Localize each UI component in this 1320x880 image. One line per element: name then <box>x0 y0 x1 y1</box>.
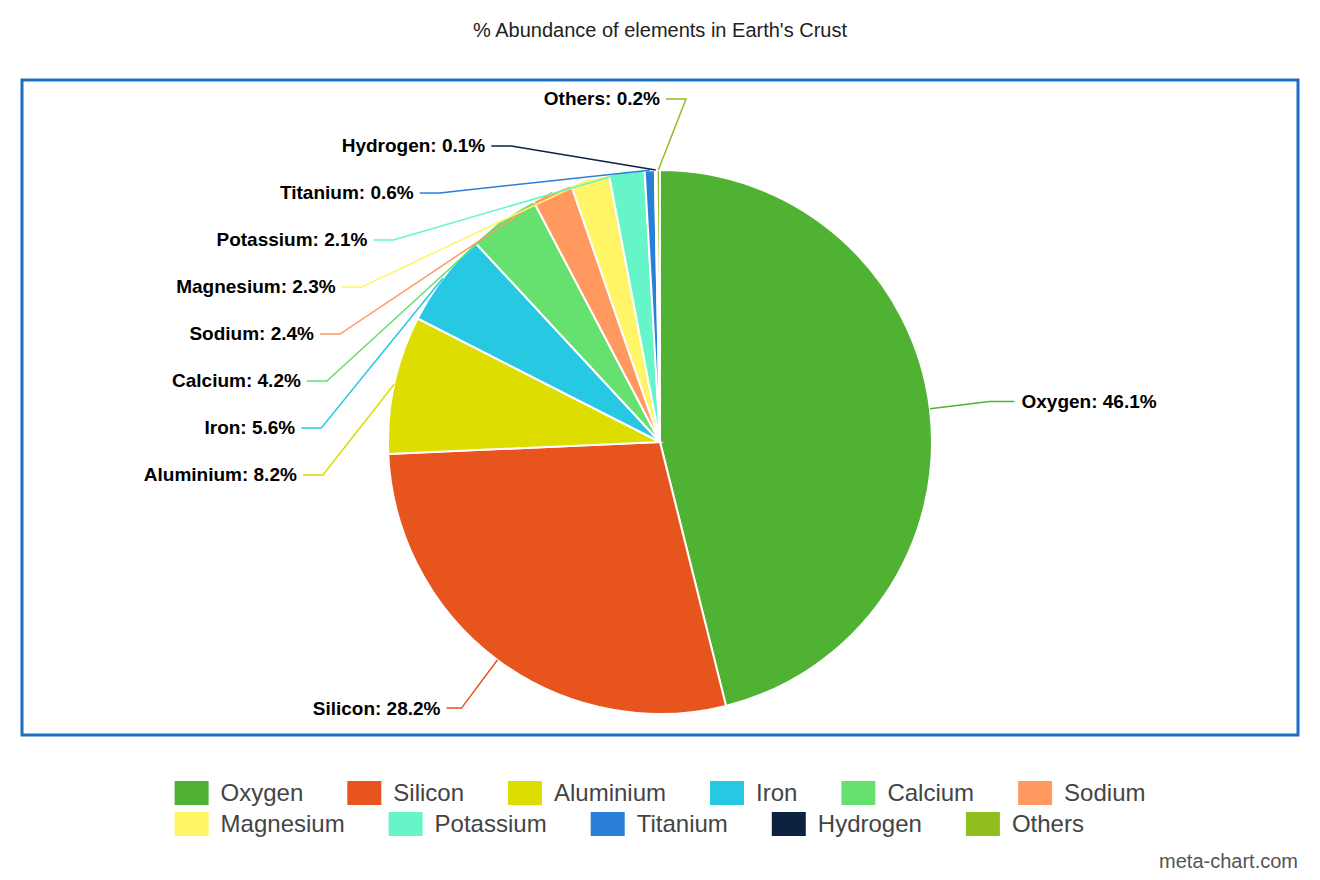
title: % Abundance of elements in Earth's Crust <box>473 19 847 41</box>
legend-swatch <box>841 781 875 805</box>
background <box>0 0 1320 880</box>
legend-label: Titanium <box>637 810 728 837</box>
leader-line <box>930 401 1015 408</box>
legend-swatch <box>508 781 542 805</box>
legend-label: Others <box>1012 810 1084 837</box>
slice <box>655 170 660 442</box>
data-label: Sodium: 2.4% <box>189 323 314 344</box>
plot-frame <box>22 80 1298 735</box>
data-labels: Oxygen: 46.1% Silicon: 28.2% Aluminium: 8.… <box>144 88 1157 719</box>
legend-swatch <box>347 781 381 805</box>
leader-line <box>447 660 498 708</box>
legend-swatch <box>710 781 744 805</box>
legend-label: Iron <box>756 779 797 806</box>
legend-swatch <box>591 812 625 836</box>
data-label: Oxygen: 46.1% <box>1022 391 1157 412</box>
slices <box>388 170 932 714</box>
legend: Oxygen Silicon Aluminium Iron Calcium Sodium M… <box>175 779 1146 837</box>
legend-item: Hydrogen <box>772 810 922 837</box>
leader-line <box>658 99 686 170</box>
legend-item: Aluminium <box>508 779 666 806</box>
legend-label: Sodium <box>1064 779 1145 806</box>
data-label: Calcium: 4.2% <box>172 370 301 391</box>
slice <box>645 170 660 442</box>
data-label: Titanium: 0.6% <box>280 182 414 203</box>
legend-swatch <box>389 812 423 836</box>
data-label: Hydrogen: 0.1% <box>342 135 486 156</box>
annotation: meta-chart.com <box>1159 850 1298 872</box>
leader-line <box>420 170 650 193</box>
page: {"chart_data": { "type": "pie", "title":… <box>0 0 1320 880</box>
slice <box>388 442 726 714</box>
data-label: Aluminium: 8.2% <box>144 464 297 485</box>
legend-item: Sodium <box>1018 779 1145 806</box>
chart: % Abundance of elements in Earth's Crust… <box>0 0 1320 880</box>
legend-item: Iron <box>710 779 797 806</box>
leader-line <box>301 278 443 428</box>
legend-swatch <box>966 812 1000 836</box>
leader-line <box>303 384 394 475</box>
data-label: Silicon: 28.2% <box>313 698 441 719</box>
legend-swatch <box>175 781 209 805</box>
slice <box>657 170 660 442</box>
data-label: Iron: 5.6% <box>204 417 295 438</box>
data-label: Potassium: 2.1% <box>217 229 368 250</box>
legend-item: Titanium <box>591 810 728 837</box>
legend-label: Silicon <box>393 779 464 806</box>
legend-label: Aluminium <box>554 779 666 806</box>
legend-label: Potassium <box>435 810 547 837</box>
legend-item: Calcium <box>841 779 974 806</box>
legend-item: Silicon <box>347 779 464 806</box>
legend-item: Magnesium <box>175 810 345 837</box>
legend-label: Hydrogen <box>818 810 922 837</box>
data-label: Others: 0.2% <box>544 88 660 109</box>
legend-label: Oxygen <box>221 779 304 806</box>
legend-swatch <box>175 812 209 836</box>
legend-item: Others <box>966 810 1084 837</box>
legend-item: Oxygen <box>175 779 304 806</box>
legend-label: Magnesium <box>221 810 345 837</box>
data-label: Magnesium: 2.3% <box>176 276 336 297</box>
slice <box>609 170 660 442</box>
legend-swatch <box>1018 781 1052 805</box>
legend-item: Potassium <box>389 810 547 837</box>
legend-label: Calcium <box>887 779 974 806</box>
legend-swatch <box>772 812 806 836</box>
leader-line <box>491 146 655 170</box>
